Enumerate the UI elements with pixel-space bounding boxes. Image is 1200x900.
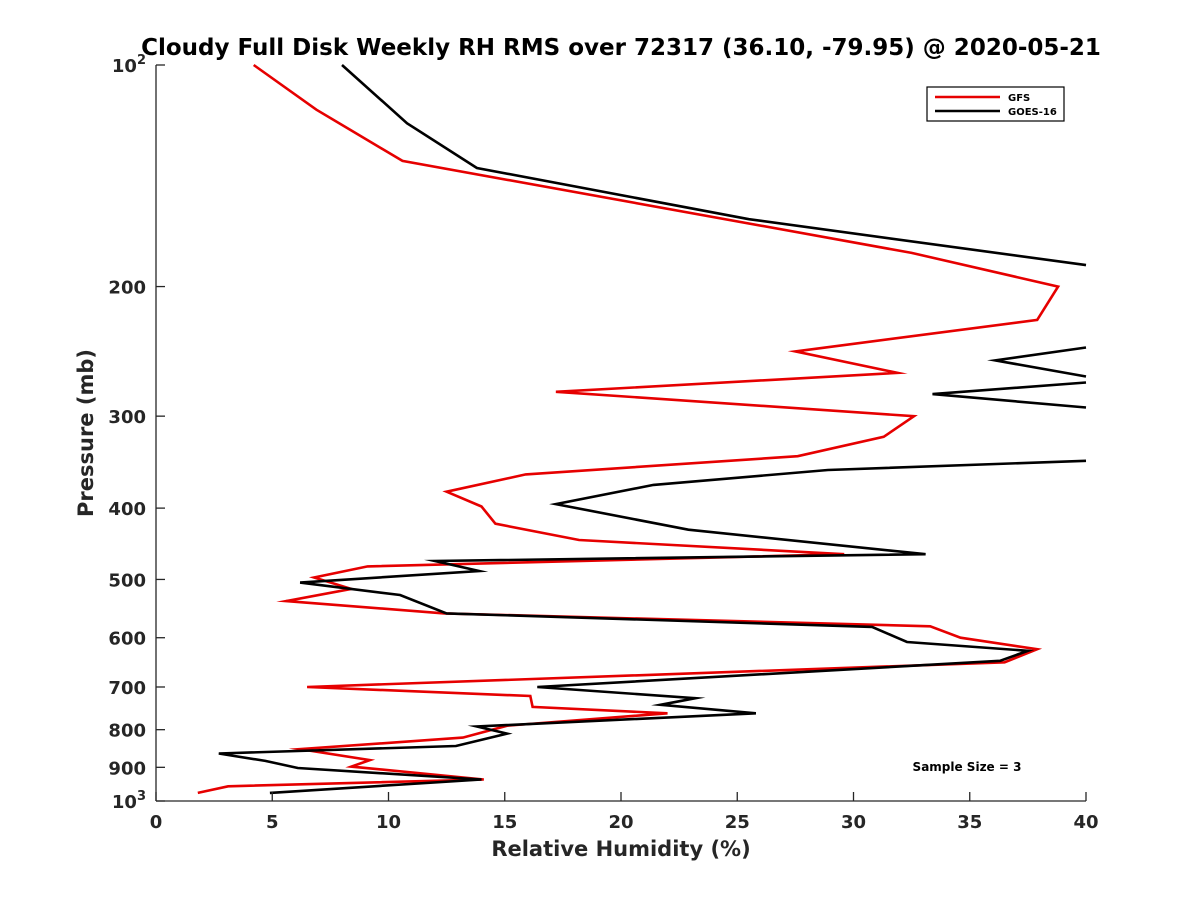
x-tick-label: 35 [957,812,982,833]
x-tick-label: 25 [725,812,750,833]
y-tick-label: 400 [108,499,146,520]
x-tick-label: 5 [266,812,279,833]
y-tick-label: 700 [108,678,146,699]
x-tick-label: 30 [841,812,866,833]
series-line-goes-16-segment-4 [218,459,1087,795]
legend-box [926,86,1065,122]
y-tick-label: 500 [108,570,146,591]
x-tick-label: 10 [376,812,401,833]
x-tick-label: 15 [492,812,517,833]
x-axis-label: Relative Humidity (%) [491,837,750,861]
x-tick-label: 0 [150,812,163,833]
series-line-goes-16-segment-2 [987,346,1087,378]
legend-label-gfs: GFS [1008,93,1030,104]
y-tick-label: 900 [108,758,146,779]
plot-area [156,65,1086,801]
y-tick-label: 600 [108,629,146,650]
series-line-gfs [197,63,1061,795]
ticks-layer: 0 5 10 15 20 25 30 35 40 102 200 300 400 500 600 700 800… [108,53,1098,833]
x-tick-label: 40 [1073,812,1098,833]
series-line-goes-16-segment-1 [341,64,1087,267]
y-tick-label: 103 [112,789,146,813]
y-tick-label: 200 [108,278,146,299]
x-tick-label: 20 [608,812,633,833]
y-tick-label: 102 [112,53,146,77]
sample-size-annotation: Sample Size = 3 [913,760,1022,774]
y-axis-label: Pressure (mb) [74,349,98,517]
series-line-goes-16-segment-3 [932,381,1087,409]
y-tick-label: 800 [108,721,146,742]
legend-label-goes-16: GOES-16 [1008,107,1057,118]
legend: GFS GOES-16 [926,86,1065,122]
series-layer [197,63,1087,795]
chart-title: Cloudy Full Disk Weekly RH RMS over 7231… [141,35,1101,61]
y-tick-label: 300 [108,407,146,428]
